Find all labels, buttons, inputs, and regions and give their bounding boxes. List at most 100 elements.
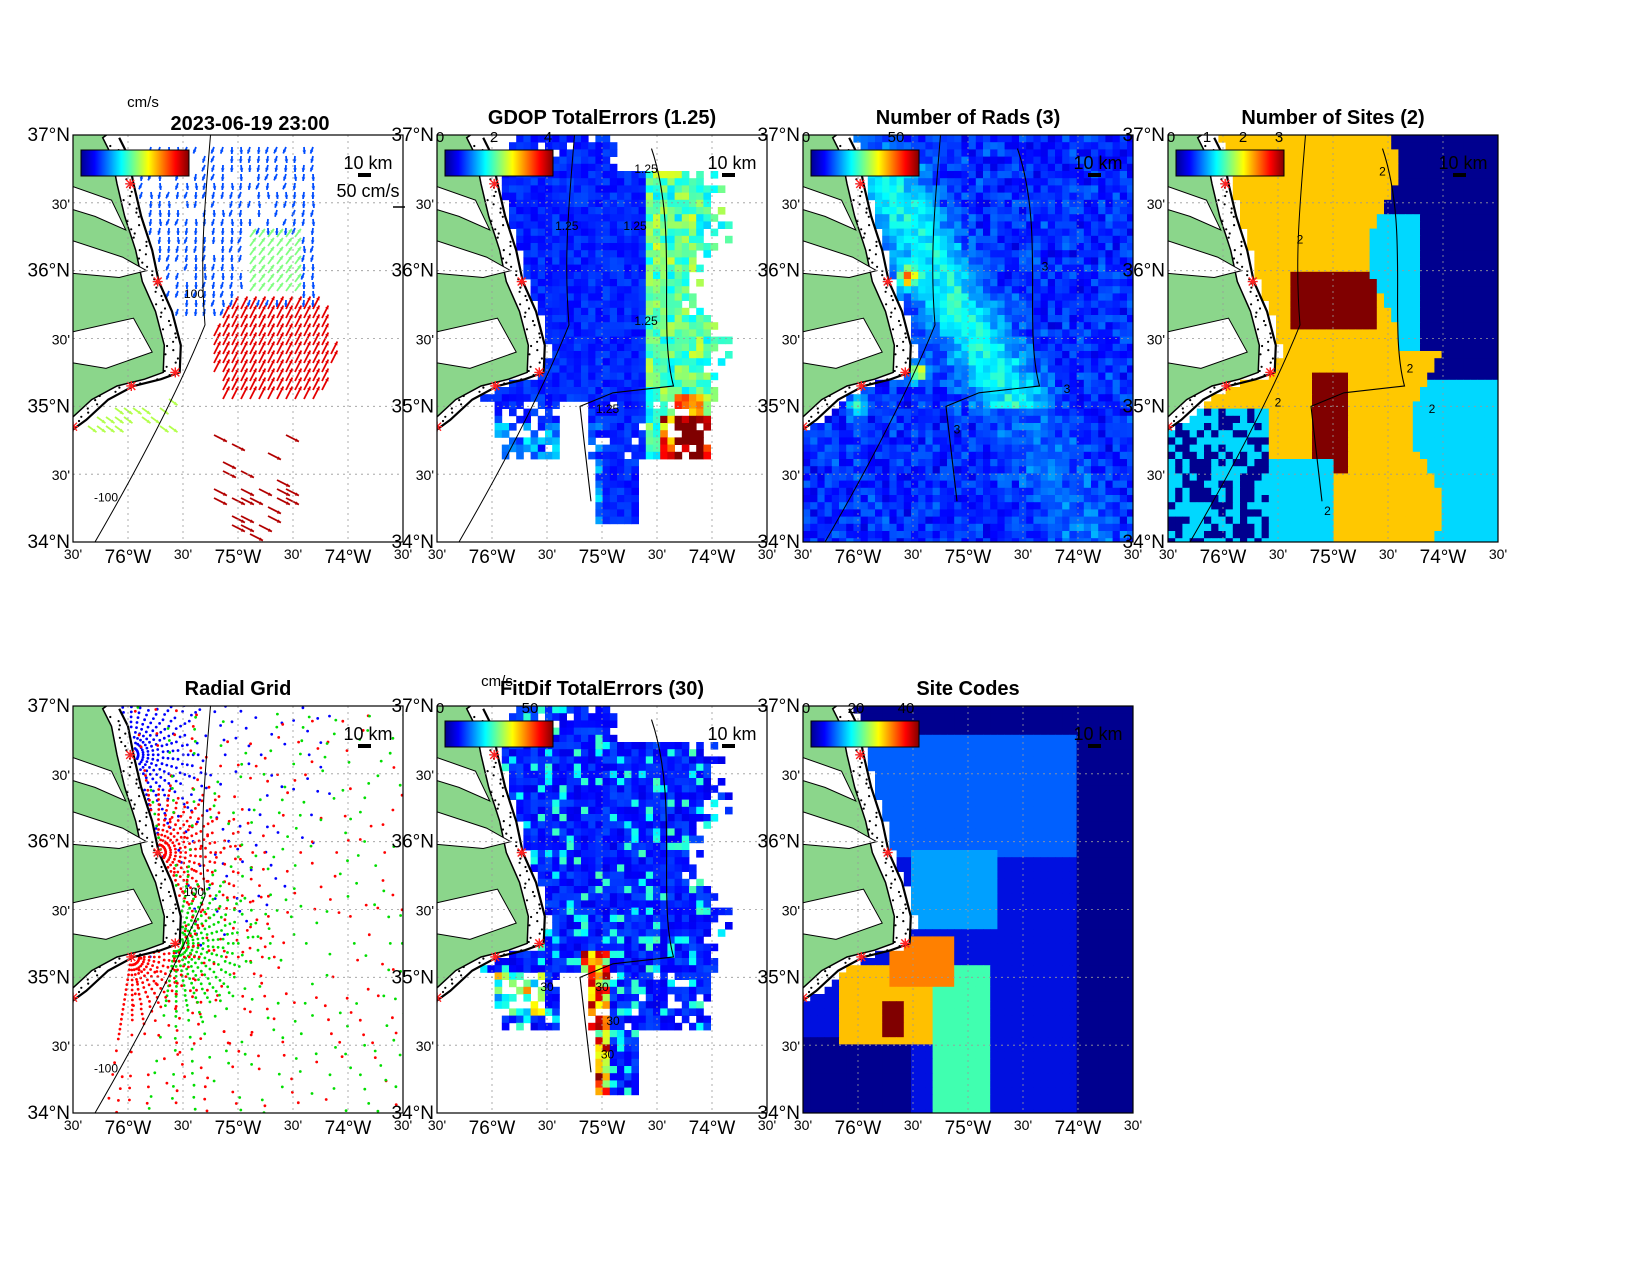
scale-bar-label: 10 km [707, 724, 756, 744]
contour-label: 1.25 [596, 402, 620, 416]
lat-tick-label: 37°N [392, 125, 434, 146]
scale-bar-label: 10 km [707, 153, 756, 173]
lon-tick-label: 30' [1014, 546, 1032, 562]
lon-tick-label: 30' [394, 1117, 412, 1133]
contour-label: 100 [184, 287, 204, 301]
contour-label: 1.25 [623, 219, 647, 233]
radar-site-marker [516, 276, 527, 287]
contour-label: 1.25 [634, 162, 658, 176]
panel-sites-gridlines [1168, 135, 1498, 542]
radar-site-marker [170, 367, 181, 378]
lat-tick-label: 37°N [1123, 125, 1165, 146]
lat-tick-label: 30' [782, 1038, 800, 1054]
radar-site-marker [534, 938, 545, 949]
colorbar-tick: 2 [1239, 129, 1247, 146]
radar-site-marker [1220, 178, 1231, 189]
lat-tick-label: 37°N [758, 125, 800, 146]
bathymetry-contour [94, 706, 211, 1113]
lat-tick-label: 34°N [392, 532, 434, 553]
lon-tick-label: 30' [758, 1117, 776, 1133]
panel-gdop: 1.25 1.25 1.25 1.25 1.25 0 2 4 10 km GDOP TotalEr… [392, 107, 777, 568]
lon-tick-label: 30' [1489, 546, 1507, 562]
radar-site-marker [516, 847, 527, 858]
contour-label: 2 [1275, 395, 1282, 409]
lat-tick-label: 34°N [392, 1103, 434, 1124]
panel-fitdif: 30 30 30 30 0 50 cm/s 10 km FitDif TotalErrors (… [392, 673, 777, 1139]
panel-sites-field [1168, 135, 1498, 542]
lat-tick-label: 34°N [28, 1103, 70, 1124]
lat-tick-label: 37°N [28, 696, 70, 717]
colorbar-tick: 3 [1275, 129, 1283, 146]
contour-label: 1.25 [555, 219, 579, 233]
lat-tick-label: 36°N [758, 261, 800, 282]
panel-rads-plot-area: 3 3 3 [803, 135, 1133, 542]
lat-tick-label: 30' [416, 767, 434, 783]
panel-fitdif-gridlines [437, 706, 767, 1113]
contour-label: 2 [1297, 233, 1304, 247]
lon-tick-label: 76°W [835, 1118, 882, 1139]
radar-site-marker [125, 749, 136, 760]
lat-tick-label: 30' [1147, 467, 1165, 483]
radar-site-marker [125, 178, 136, 189]
lon-tick-label: 76°W [469, 1118, 516, 1139]
panel-radial: -100 100 10 km Radial Grid 37°N 30' 36°N 30' 35°… [28, 678, 413, 1139]
radar-site-marker [856, 951, 867, 962]
panel-currents-gridlines [73, 135, 403, 542]
panel-sites-coastline [1168, 135, 1277, 432]
contour-label: -100 [94, 490, 118, 504]
panel-codes-frame [802, 705, 1134, 1114]
lat-tick-label: 30' [52, 767, 70, 783]
contour-label: 2 [1379, 165, 1386, 179]
panel-currents: -100 100 cm/s 10 km 50 cm/s 37°N 30' 36°N 30' 35°… [28, 94, 413, 568]
contour-label: 3 [1042, 260, 1049, 274]
lat-tick-label: 30' [52, 196, 70, 212]
radar-site-marker [1265, 367, 1276, 378]
lon-tick-label: 30' [794, 546, 812, 562]
panel-codes-gridlines [803, 706, 1133, 1113]
panel-gdop-plot-area: 1.25 1.25 1.25 1.25 1.25 [437, 135, 767, 542]
colorbar-tick: 0 [436, 129, 444, 146]
panel-radial-coastline [73, 706, 182, 1003]
lon-tick-label: 74°W [1055, 1118, 1102, 1139]
lat-tick-label: 34°N [758, 1103, 800, 1124]
bathymetry-contour [824, 135, 941, 542]
lat-tick-label: 35°N [392, 396, 434, 417]
lon-tick-label: 30' [1124, 546, 1142, 562]
contour-label: 30 [601, 1048, 615, 1062]
lat-tick-label: 36°N [1123, 261, 1165, 282]
contour-label: 100 [184, 885, 204, 899]
radar-site-marker [126, 951, 137, 962]
lon-tick-label: 74°W [689, 547, 736, 568]
lat-tick-label: 30' [52, 1038, 70, 1054]
lat-tick-label: 36°N [28, 832, 70, 853]
lat-tick-label: 36°N [392, 832, 434, 853]
lon-tick-label: 30' [538, 546, 556, 562]
radar-site-marker [856, 380, 867, 391]
lat-tick-label: 35°N [28, 967, 70, 988]
radar-site-marker [534, 367, 545, 378]
lat-tick-label: 37°N [758, 696, 800, 717]
lat-tick-label: 30' [782, 767, 800, 783]
scale-bar-label: 10 km [1073, 153, 1122, 173]
radar-site-marker [900, 938, 911, 949]
lon-tick-label: 76°W [1200, 547, 1247, 568]
radar-site-marker [126, 380, 137, 391]
lat-tick-label: 30' [782, 196, 800, 212]
panel-radial-dots [107, 706, 403, 1113]
panel-currents-coastline [73, 135, 182, 432]
lat-tick-label: 36°N [28, 261, 70, 282]
lon-tick-label: 30' [1379, 546, 1397, 562]
radar-site-marker [855, 749, 866, 760]
panel-sites: 2 2 2 2 2 2 0 1 2 3 10 km Number of Sites (2) 37°N 30… [1123, 107, 1508, 568]
contour-label: 3 [954, 422, 961, 436]
radar-site-marker [855, 178, 866, 189]
panel-title: Number of Rads (3) [876, 107, 1060, 129]
scale-bar-label: 10 km [343, 724, 392, 744]
lat-tick-label: 37°N [28, 125, 70, 146]
panel-codes-field [803, 706, 1133, 1113]
lon-tick-label: 74°W [1055, 547, 1102, 568]
scale-bar-label: 10 km [1073, 724, 1122, 744]
colorbar-tick: 50 [522, 700, 539, 717]
panel-fitdif-colorbar [444, 720, 554, 748]
